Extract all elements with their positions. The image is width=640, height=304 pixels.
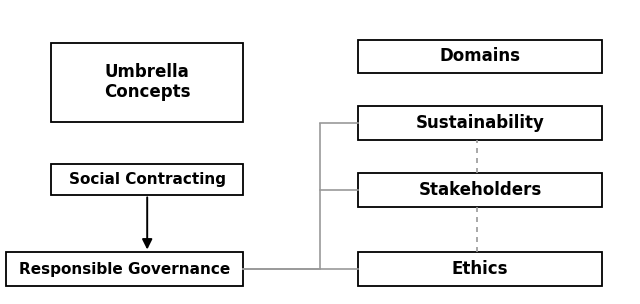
Text: Umbrella
Concepts: Umbrella Concepts — [104, 63, 191, 102]
FancyBboxPatch shape — [51, 43, 243, 122]
FancyBboxPatch shape — [6, 252, 243, 286]
FancyBboxPatch shape — [358, 173, 602, 207]
Text: Responsible Governance: Responsible Governance — [19, 261, 230, 277]
Text: Ethics: Ethics — [452, 260, 508, 278]
FancyBboxPatch shape — [358, 40, 602, 73]
FancyBboxPatch shape — [358, 106, 602, 140]
Text: Domains: Domains — [440, 47, 520, 65]
Text: Sustainability: Sustainability — [415, 114, 545, 132]
FancyBboxPatch shape — [51, 164, 243, 195]
Text: Stakeholders: Stakeholders — [419, 181, 541, 199]
FancyBboxPatch shape — [358, 252, 602, 286]
Text: Social Contracting: Social Contracting — [68, 172, 226, 187]
